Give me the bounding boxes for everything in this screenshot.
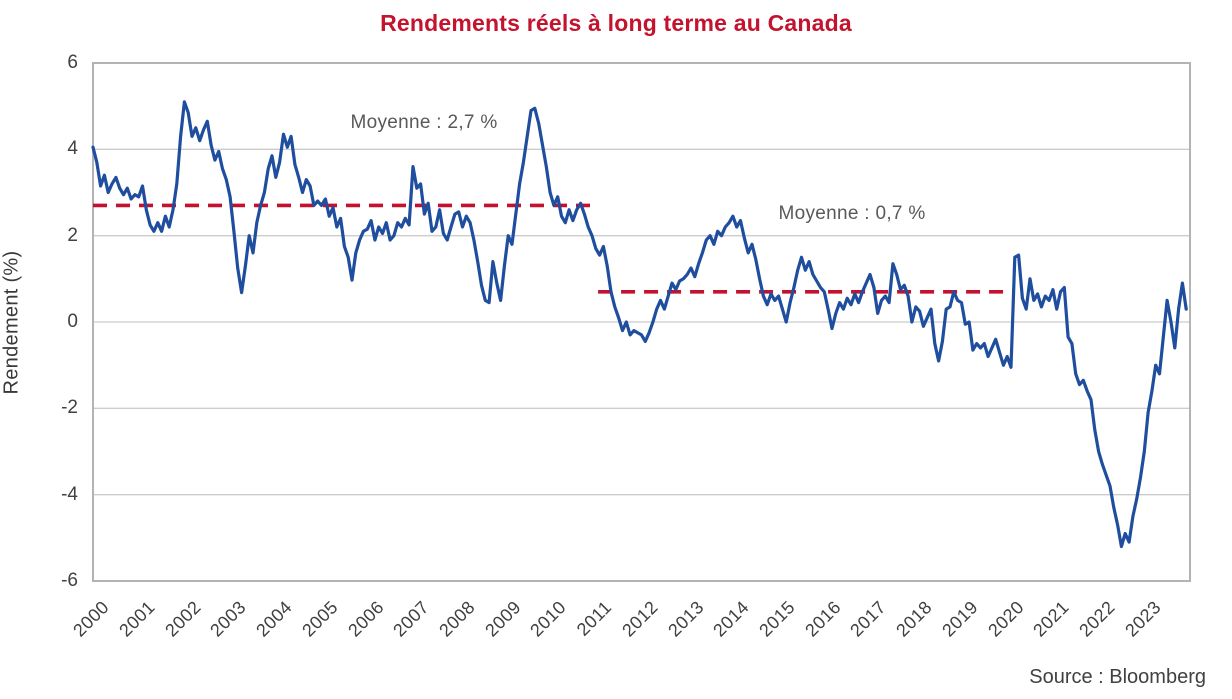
- y-axis-title: Rendement (%): [0, 250, 23, 395]
- y-tick-label: -6: [61, 570, 78, 591]
- source-label: Source : Bloomberg: [1029, 666, 1206, 688]
- mean-annotation: Moyenne : 2,7 %: [350, 112, 498, 133]
- y-tick-label: -2: [61, 397, 78, 419]
- y-tick-label: 0: [67, 311, 78, 332]
- y-tick-label: 2: [67, 224, 78, 246]
- plot-border: [92, 62, 1191, 582]
- mean-annotation: Moyenne : 0,7 %: [778, 203, 926, 224]
- y-tick-label: 4: [67, 138, 78, 160]
- y-tick-label: -4: [61, 483, 78, 505]
- y-tick-label: 6: [67, 52, 78, 73]
- chart-title: Rendements réels à long terme au Canada: [380, 10, 852, 36]
- yield-line: [91, 100, 1188, 549]
